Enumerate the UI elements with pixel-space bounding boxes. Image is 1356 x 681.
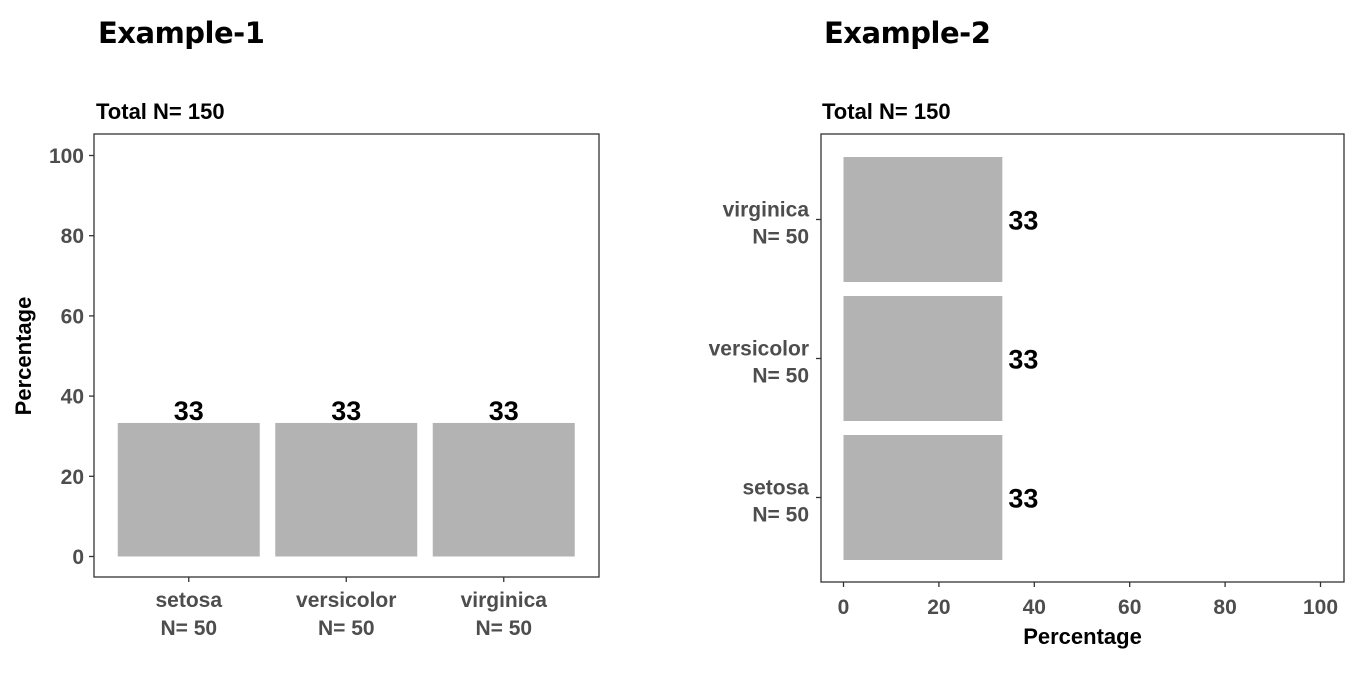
chart-2-x-tick-label: 100: [1303, 596, 1338, 619]
chart-1-subtitle: Total N= 150: [96, 99, 225, 124]
chart-1-y-tick-label: 100: [49, 145, 84, 168]
chart-1-bar-setosa: [117, 422, 260, 557]
chart-1-x-tick-label: versicolor: [296, 589, 396, 612]
chart-2-y-tick-count: N= 50: [752, 504, 809, 527]
chart-2-x-tick-label: 0: [838, 596, 850, 619]
chart-2-y-tick-label: setosa: [742, 477, 809, 500]
chart-1-y-tick-label: 0: [72, 546, 84, 569]
chart-2-x-tick-label: 20: [927, 596, 950, 619]
chart-2-x-tick-label: 40: [1023, 596, 1046, 619]
chart-2-y-tick-count: N= 50: [752, 226, 809, 249]
chart-1-data-label: 33: [489, 396, 519, 426]
chart-2-y-tick-count: N= 50: [752, 365, 809, 388]
chart-1-y-axis-title: Percentage: [11, 297, 36, 416]
chart-1-data-label: 33: [174, 396, 204, 426]
chart-2-data-label: 33: [1008, 345, 1038, 375]
chart-2-y-tick-label: virginica: [723, 199, 810, 222]
example-1-title: Example-1: [98, 16, 265, 50]
chart-1-data-label: 33: [331, 396, 361, 426]
chart-2-y-tick-label: versicolor: [709, 338, 809, 361]
chart-2-data-label: 33: [1008, 206, 1038, 236]
chart-2-bar-versicolor: [843, 296, 1003, 421]
chart-1-x-tick-count: N= 50: [318, 617, 375, 640]
chart-2-data-label: 33: [1008, 484, 1038, 514]
chart-2-bar-virginica: [843, 157, 1003, 282]
chart-1-x-tick-label: setosa: [155, 589, 222, 612]
chart-1-bar-versicolor: [275, 422, 418, 557]
example-2-title: Example-2: [824, 16, 991, 50]
chart-2-bar-setosa: [843, 435, 1003, 560]
chart-2-x-tick-label: 60: [1118, 596, 1141, 619]
chart-2-subtitle: Total N= 150: [822, 99, 951, 124]
chart-1-x-tick-count: N= 50: [160, 617, 217, 640]
chart-1-y-tick-label: 40: [61, 386, 84, 409]
chart-1-y-tick-label: 20: [61, 466, 84, 489]
chart-1-y-tick-label: 80: [61, 225, 84, 248]
chart-2-x-tick-label: 80: [1213, 596, 1236, 619]
chart-1-x-tick-count: N= 50: [475, 617, 532, 640]
chart-1-x-tick-label: virginica: [461, 589, 548, 612]
chart-2-x-axis-title: Percentage: [1023, 624, 1142, 649]
chart-1-y-tick-label: 60: [61, 305, 84, 328]
chart-1-bar-virginica: [432, 422, 575, 557]
